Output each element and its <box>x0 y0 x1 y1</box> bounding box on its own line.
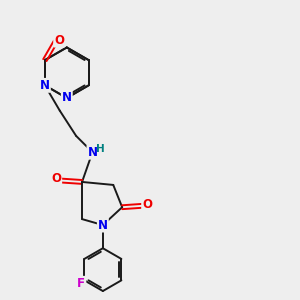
Text: N: N <box>62 92 72 104</box>
Text: N: N <box>98 218 108 232</box>
Text: N: N <box>88 146 98 159</box>
Text: N: N <box>40 79 50 92</box>
Text: O: O <box>54 34 64 46</box>
Text: F: F <box>77 277 86 290</box>
Text: O: O <box>142 198 152 211</box>
Text: H: H <box>96 144 105 154</box>
Text: O: O <box>51 172 61 185</box>
